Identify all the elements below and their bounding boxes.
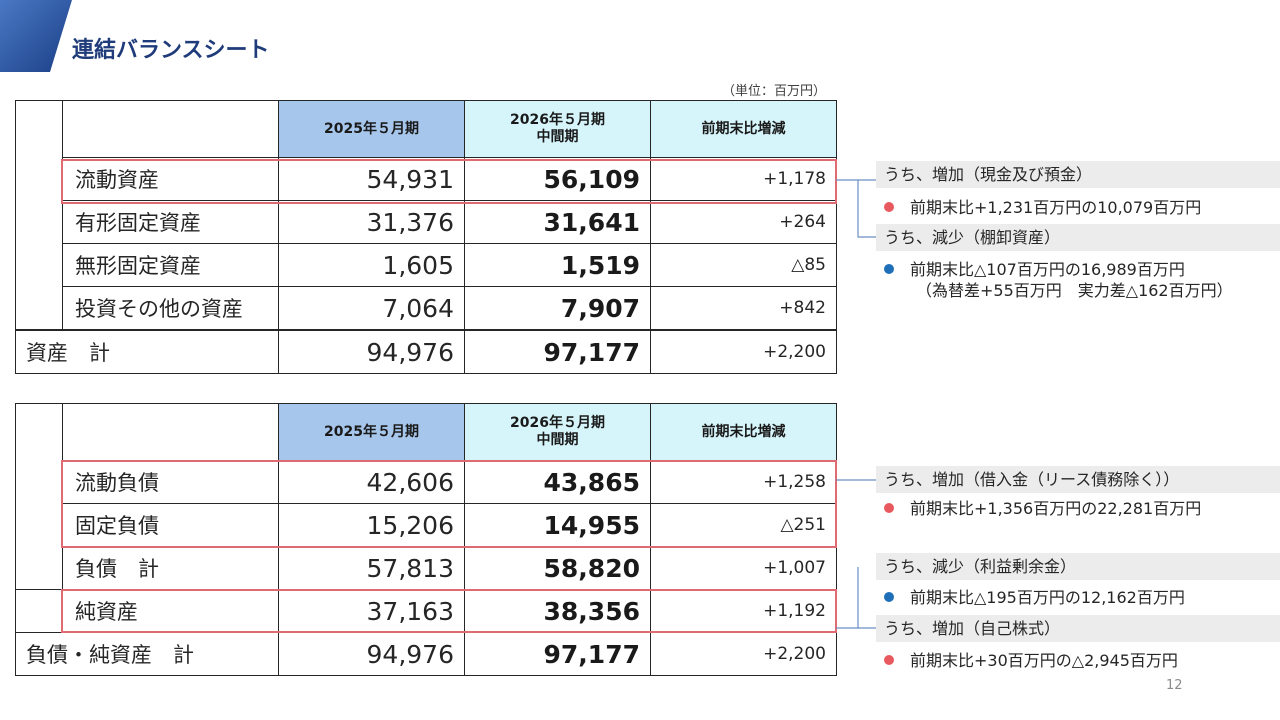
curr-value: 97,177 [464,329,651,374]
note-header-inventory-decrease: うち、減少（棚卸資産） [876,224,1280,251]
prev-value: 42,606 [278,460,465,504]
note-text: 前期末比+1,231百万円の10,079百万円 [910,198,1202,217]
row-label: 固定負債 [62,503,279,547]
indent-cell [15,546,63,590]
header-label-cell [62,100,279,158]
highlight-box-current-assets [61,159,837,204]
liabilities-table: 2025年５月期 2026年５月期 中間期 前期末比増減 流動負債 42,606 … [15,403,837,676]
header-curr-period-line1: 2026年５月期 [510,112,605,128]
header-curr-period: 2026年５月期 中間期 [464,403,651,461]
note-header-retained-earnings-decrease: うち、減少（利益剰余金） [876,553,1280,580]
prev-value: 37,163 [278,589,465,633]
table-row: 負債 計 57,813 58,820 +1,007 [15,546,837,590]
highlight-box-net-assets [61,589,837,633]
decrease-dot-icon [884,592,894,602]
assets-table: 2025年５月期 2026年５月期 中間期 前期末比増減 流動資産 54,931 … [15,100,837,374]
diff-value: +1,178 [650,157,837,201]
unit-label: （単位：百万円） [722,84,827,99]
note-body-treasury-stock-increase: 前期末比+30百万円の△2,945百万円 [884,650,1178,671]
note-body-cash-increase: 前期末比+1,231百万円の10,079百万円 [884,197,1201,218]
indent-cell [15,157,63,201]
prev-value: 7,064 [278,286,465,331]
total-label: 負債・純資産 計 [15,632,279,676]
table-row: 流動負債 42,606 43,865 +1,258 [15,460,837,504]
note-body-borrowings-increase: 前期末比+1,356百万円の22,281百万円 [884,498,1201,519]
header-blank-cell [15,100,63,158]
prev-value: 31,376 [278,200,465,244]
page-title: 連結バランスシート [72,38,270,63]
increase-dot-icon [884,655,894,665]
diff-value: +1,007 [650,546,837,590]
curr-value: 97,177 [464,632,651,676]
curr-value: 56,109 [464,157,651,201]
curr-value: 7,907 [464,286,651,331]
diff-value: +842 [650,286,837,331]
note-body-retained-earnings-decrease: 前期末比△195百万円の12,162百万円 [884,587,1185,608]
note-text: 前期末比△195百万円の12,162百万円 [910,588,1185,607]
table-row: 無形固定資産 1,605 1,519 △85 [15,243,837,287]
liabilities-header-row: 2025年５月期 2026年５月期 中間期 前期末比増減 [15,403,837,461]
indent-cell [15,460,63,504]
table-row: 有形固定資産 31,376 31,641 +264 [15,200,837,244]
curr-value: 1,519 [464,243,651,287]
header-curr-period-line2: 中間期 [536,432,579,448]
prev-value: 1,605 [278,243,465,287]
note-text: 前期末比△107百万円の16,989百万円 [910,260,1185,279]
header-prev-period: 2025年５月期 [278,100,465,158]
prev-value: 15,206 [278,503,465,547]
header-curr-period: 2026年５月期 中間期 [464,100,651,158]
row-label: 有形固定資産 [62,200,279,244]
diff-value: △85 [650,243,837,287]
assets-total-row: 資産 計 94,976 97,177 +2,200 [15,329,837,374]
table-row: 投資その他の資産 7,064 7,907 +842 [15,286,837,331]
curr-value: 31,641 [464,200,651,244]
liabilities-total-row: 負債・純資産 計 94,976 97,177 +2,200 [15,632,837,676]
header-diff: 前期末比増減 [650,403,837,461]
indent-cell [15,589,63,633]
connector-lines [836,179,876,629]
note-sub-inventory-detail: （為替差+55百万円 実力差△162百万円） [916,281,1233,300]
prev-value: 94,976 [278,329,465,374]
indent-cell [15,200,63,244]
increase-dot-icon [884,202,894,212]
row-label: 投資その他の資産 [62,286,279,331]
note-body-inventory-decrease: 前期末比△107百万円の16,989百万円 [884,259,1185,280]
total-label: 資産 計 [15,329,279,374]
page-number: 12 [1166,678,1183,693]
header-diff: 前期末比増減 [650,100,837,158]
indent-cell [15,503,63,547]
note-header-treasury-stock-increase: うち、増加（自己株式） [876,615,1280,642]
curr-value: 43,865 [464,460,651,504]
header-blank-cell [15,403,63,461]
highlight-box-liabilities [61,460,837,548]
indent-cell [15,286,63,331]
row-label: 負債 計 [62,546,279,590]
prev-value: 54,931 [278,157,465,201]
diff-value: +2,200 [650,329,837,374]
decrease-dot-icon [884,264,894,274]
curr-value: 38,356 [464,589,651,633]
assets-header-row: 2025年５月期 2026年５月期 中間期 前期末比増減 [15,100,837,158]
diff-value: +2,200 [650,632,837,676]
header-curr-period-line2: 中間期 [536,129,579,145]
header-label-cell [62,403,279,461]
note-header-cash-increase: うち、増加（現金及び預金） [876,161,1280,188]
table-row: 流動資産 54,931 56,109 +1,178 [15,157,837,201]
note-header-borrowings-increase: うち、増加（借入金（リース債務除く）） [876,466,1280,493]
indent-cell [15,243,63,287]
note-text: 前期末比+30百万円の△2,945百万円 [910,651,1178,670]
increase-dot-icon [884,503,894,513]
prev-value: 94,976 [278,632,465,676]
header-curr-period-line1: 2026年５月期 [510,415,605,431]
corner-accent-shape [0,0,72,72]
row-label: 無形固定資産 [62,243,279,287]
diff-value: +264 [650,200,837,244]
note-text: 前期末比+1,356百万円の22,281百万円 [910,499,1202,518]
curr-value: 58,820 [464,546,651,590]
header-prev-period: 2025年５月期 [278,403,465,461]
prev-value: 57,813 [278,546,465,590]
